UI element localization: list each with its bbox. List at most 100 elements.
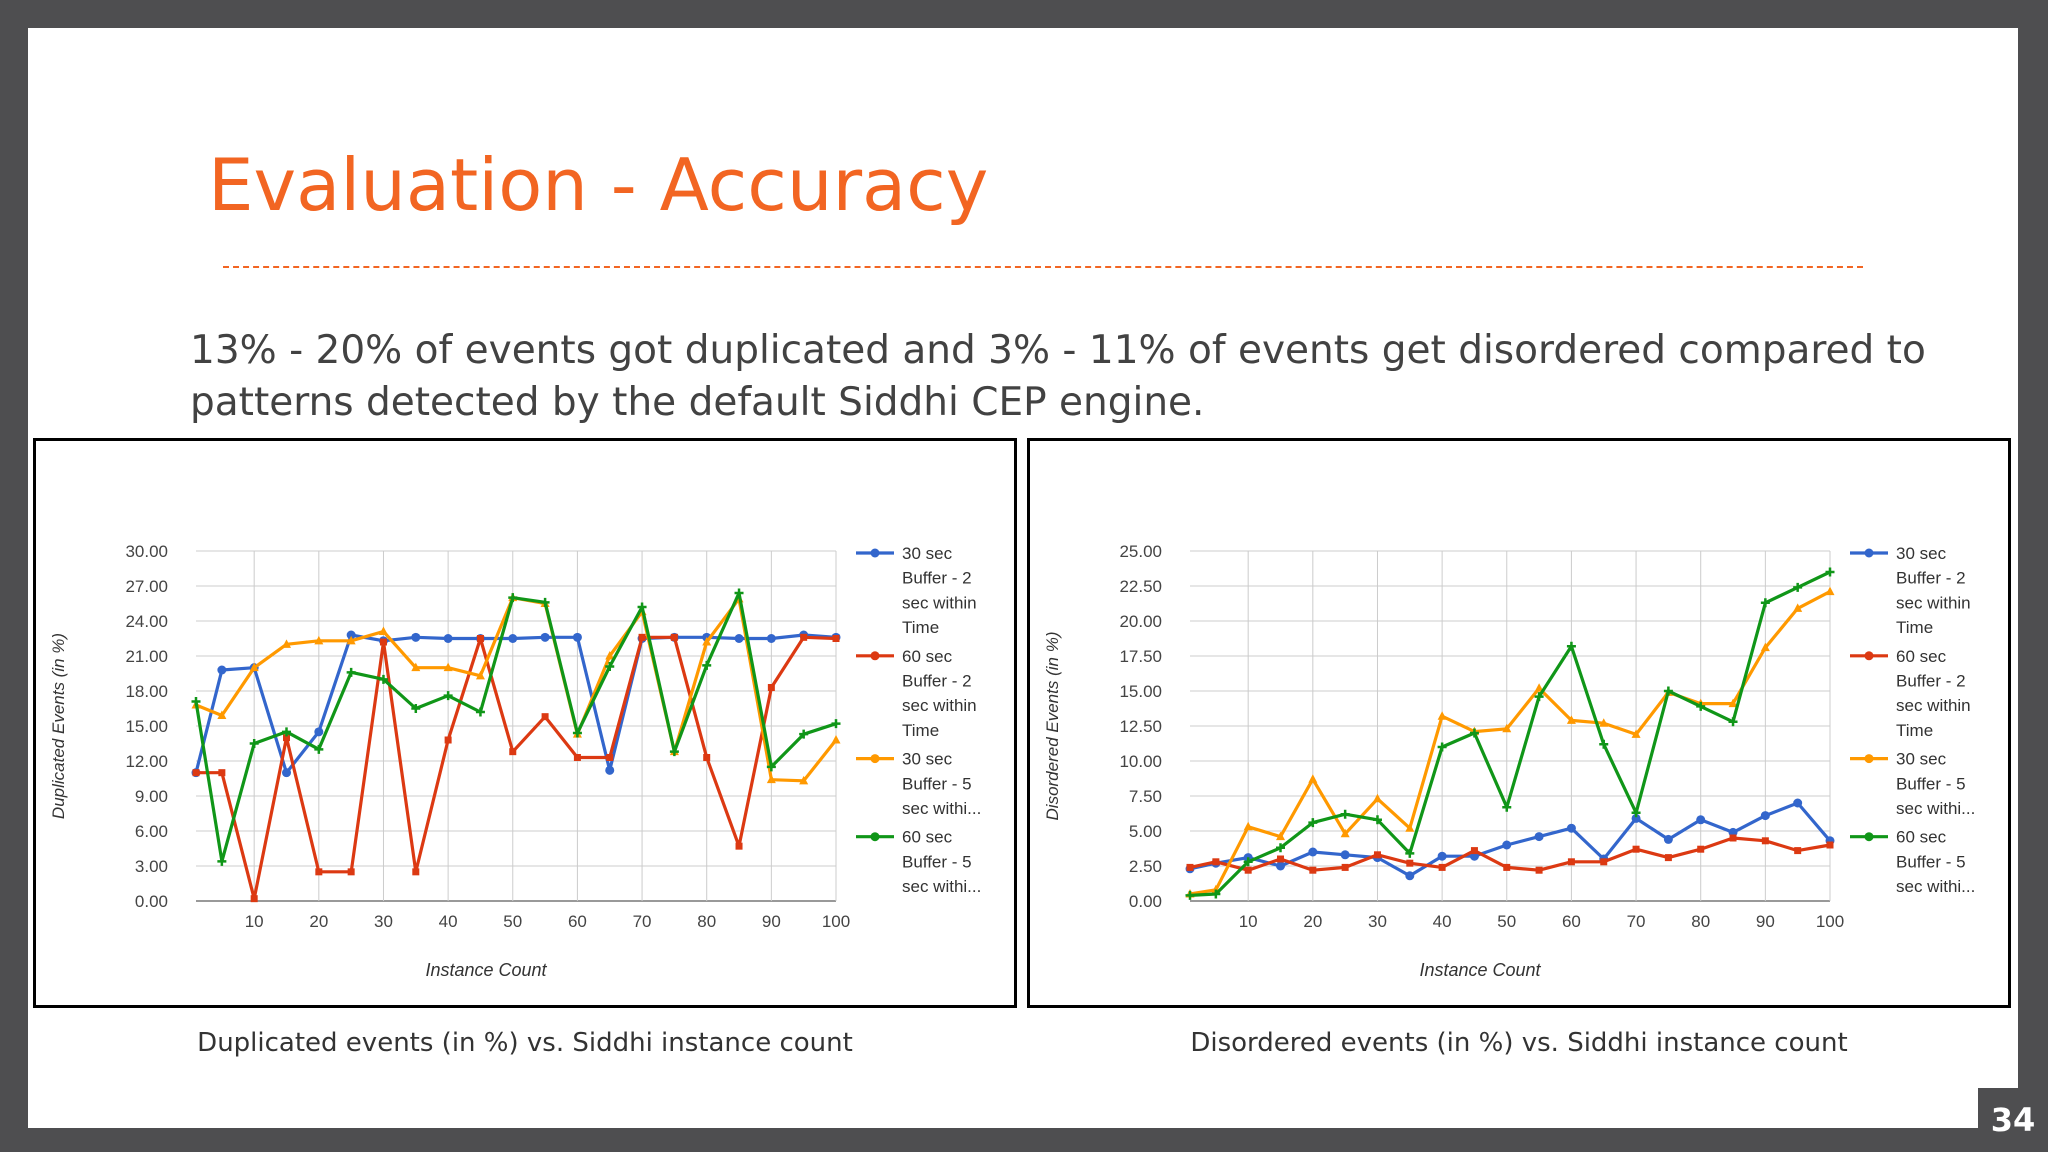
data-point (1340, 828, 1350, 838)
legend-label: 60 sec (1896, 647, 1947, 666)
data-point (443, 634, 453, 643)
disordered-events-chart-svg: 0.00 2.50 5.00 7.50 10.00 12.50 15.00 17.50 20.0… (1043, 542, 1975, 980)
data-point (572, 632, 582, 642)
data-point (314, 727, 324, 737)
data-point (605, 651, 615, 660)
data-point (1437, 851, 1447, 861)
data-point (1793, 603, 1803, 612)
data-point (217, 856, 227, 866)
data-point (378, 626, 388, 635)
legend-marker (1864, 548, 1874, 558)
data-point (831, 735, 841, 744)
slide: Evaluation - Accuracy 13% - 20% of event… (28, 28, 2018, 1128)
y-tick-label: 17.50 (1119, 647, 1162, 666)
y-tick-label: 24.00 (125, 612, 168, 631)
y-tick-label: 21.00 (125, 647, 168, 666)
y-tick-label: 30.00 (125, 542, 168, 561)
data-point (540, 597, 550, 607)
x-axis-title: Instance Count (1419, 960, 1541, 980)
data-point (1760, 811, 1770, 821)
x-tick-label: 80 (697, 912, 716, 931)
chart-caption-disordered: Disordered events (in %) vs. Siddhi inst… (1190, 1028, 1848, 1058)
data-point (1469, 728, 1479, 738)
legend-marker (1864, 651, 1874, 661)
series-line-4 (194, 591, 837, 863)
data-point (1438, 863, 1446, 871)
y-tick-label: 27.00 (125, 577, 168, 596)
data-point (217, 665, 227, 675)
page-number: 34 (1978, 1088, 2048, 1152)
data-point (1664, 854, 1672, 862)
data-point (1244, 866, 1252, 874)
data-point (1309, 866, 1317, 874)
y-tick-label: 20.00 (1119, 612, 1162, 631)
data-point (766, 762, 776, 772)
legend-label: Buffer - 2 (1896, 672, 1966, 691)
x-tick-label: 10 (1239, 912, 1258, 931)
legend-marker (870, 548, 880, 558)
legend-label: sec within (1896, 696, 1971, 715)
x-axis-title: Instance Count (425, 960, 547, 980)
y-tick-label: 15.00 (1119, 682, 1162, 701)
y-tick-label: 10.00 (1119, 752, 1162, 771)
x-tick-label: 30 (1368, 912, 1387, 931)
data-point (443, 662, 453, 672)
x-tick-label: 90 (1756, 912, 1775, 931)
legend-label: Buffer - 2 (902, 672, 972, 691)
data-point (540, 632, 550, 642)
data-point (800, 633, 808, 641)
data-point (249, 739, 259, 748)
x-tick-label: 50 (503, 912, 522, 931)
data-point (1470, 847, 1478, 855)
data-point (1437, 711, 1447, 720)
data-point (315, 868, 323, 876)
data-point (1794, 847, 1802, 855)
title-divider (223, 266, 1863, 268)
legend-label: 60 sec (902, 828, 953, 847)
x-tick-label: 70 (1627, 912, 1646, 931)
x-tick-label: 40 (1433, 912, 1452, 931)
x-tick-label: 80 (1691, 912, 1710, 931)
legend-label: sec withi... (902, 877, 981, 896)
data-point (379, 638, 387, 646)
legend-marker (870, 754, 880, 764)
data-point (1502, 802, 1512, 812)
slide-title: Evaluation - Accuracy (208, 143, 989, 227)
disordered-events-chart: 0.00 2.50 5.00 7.50 10.00 12.50 15.00 17.50 20.0… (1027, 438, 2011, 1008)
chart-caption-duplicated: Duplicated events (in %) vs. Siddhi inst… (197, 1028, 853, 1058)
data-point (1308, 774, 1318, 783)
legend-label: 30 sec (1896, 750, 1947, 769)
data-point (1211, 889, 1221, 899)
data-point (1663, 686, 1673, 696)
x-tick-label: 40 (439, 912, 458, 931)
legend-label: Time (1896, 618, 1933, 637)
data-point (443, 691, 453, 701)
data-point (1185, 890, 1195, 900)
data-point (1277, 855, 1285, 863)
data-point (1405, 871, 1415, 881)
data-point (1599, 739, 1609, 749)
data-point (1793, 798, 1803, 808)
data-point (378, 674, 388, 684)
y-tick-label: 0.00 (135, 892, 168, 911)
data-point (1437, 742, 1447, 752)
data-point (1276, 861, 1286, 871)
legend-label: Buffer - 5 (902, 852, 972, 871)
data-point (314, 635, 324, 645)
data-point (605, 662, 615, 671)
data-point (1340, 809, 1350, 819)
data-point (282, 727, 292, 737)
data-point (346, 635, 356, 645)
legend-label: sec withi... (902, 799, 981, 818)
data-point (217, 710, 227, 719)
data-point (1631, 808, 1641, 818)
data-point (735, 842, 743, 850)
x-tick-label: 70 (633, 912, 652, 931)
legend-label: 30 sec (902, 750, 953, 769)
data-point (1276, 831, 1286, 841)
data-point (605, 765, 615, 775)
data-point (314, 744, 324, 754)
x-tick-label: 90 (762, 912, 781, 931)
legend-label: sec within (1896, 593, 1971, 612)
data-point (1697, 845, 1705, 853)
